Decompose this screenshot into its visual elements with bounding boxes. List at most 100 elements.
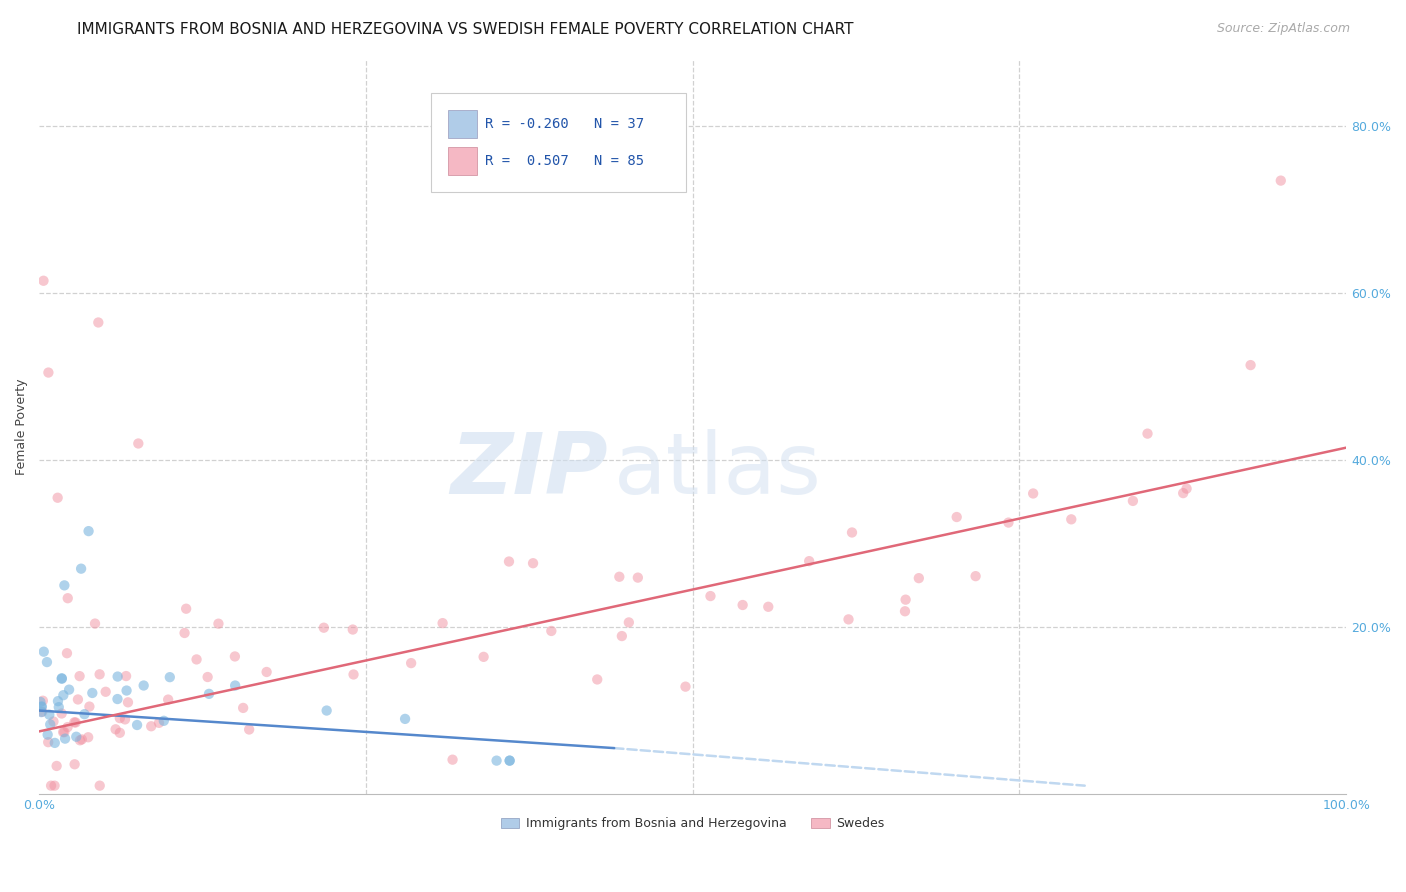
Point — [31, 700, 53, 714]
Point — [70, 732, 93, 747]
Point — [63, 715, 86, 730]
Text: atlas: atlas — [614, 429, 823, 512]
Point — [44, 736, 66, 750]
FancyBboxPatch shape — [449, 147, 477, 175]
Point — [53, 731, 76, 746]
Text: Source: ZipAtlas.com: Source: ZipAtlas.com — [1216, 22, 1350, 36]
Point — [207, 616, 229, 631]
Point — [46, 491, 69, 505]
Point — [39, 717, 62, 731]
Point — [945, 510, 967, 524]
Point — [838, 612, 860, 626]
Point — [799, 554, 821, 568]
Point — [441, 753, 464, 767]
Point — [1173, 486, 1195, 500]
Point — [32, 274, 55, 288]
Point — [51, 672, 73, 686]
Point — [174, 601, 197, 615]
Point — [84, 616, 107, 631]
Point — [51, 706, 73, 721]
Point — [52, 688, 75, 702]
Point — [997, 516, 1019, 530]
Point — [48, 700, 70, 714]
Point — [125, 718, 148, 732]
Point — [107, 669, 129, 683]
Point — [610, 629, 633, 643]
FancyBboxPatch shape — [449, 111, 477, 138]
Point — [117, 695, 139, 709]
Point — [79, 699, 101, 714]
Point — [56, 591, 79, 606]
Point — [42, 714, 65, 729]
Point — [37, 735, 59, 749]
Point — [31, 705, 53, 719]
Point — [104, 723, 127, 737]
Point — [894, 604, 917, 618]
Point — [65, 715, 87, 730]
Point — [46, 694, 69, 708]
Point — [115, 683, 138, 698]
Point — [65, 730, 87, 744]
Point — [498, 555, 520, 569]
Point — [617, 615, 640, 630]
Point — [70, 562, 93, 576]
Point — [965, 569, 987, 583]
Point — [232, 701, 254, 715]
Point — [115, 669, 138, 683]
Point — [238, 723, 260, 737]
Point — [498, 754, 520, 768]
Point — [141, 719, 163, 733]
Point — [256, 665, 278, 679]
Point — [607, 570, 630, 584]
Point — [908, 571, 931, 585]
Point — [77, 524, 100, 538]
Text: IMMIGRANTS FROM BOSNIA AND HERZEGOVINA VS SWEDISH FEMALE POVERTY CORRELATION CHA: IMMIGRANTS FROM BOSNIA AND HERZEGOVINA V… — [77, 22, 853, 37]
Point — [186, 652, 208, 666]
Point — [472, 649, 495, 664]
Point — [841, 525, 863, 540]
Point — [69, 669, 91, 683]
Point — [38, 707, 60, 722]
Point — [224, 649, 246, 664]
Point — [44, 779, 66, 793]
Point — [399, 656, 422, 670]
Point — [63, 757, 86, 772]
Point — [1239, 358, 1261, 372]
Point — [87, 316, 110, 330]
Point — [56, 720, 79, 734]
Point — [73, 707, 96, 722]
Point — [37, 728, 59, 742]
Point — [58, 682, 80, 697]
Point — [52, 725, 75, 739]
Point — [32, 645, 55, 659]
Point — [522, 556, 544, 570]
Point — [35, 655, 58, 669]
Point — [315, 704, 337, 718]
Point — [675, 680, 697, 694]
Point — [30, 695, 52, 709]
Point — [108, 711, 131, 725]
Point — [485, 754, 508, 768]
Point — [894, 592, 917, 607]
FancyBboxPatch shape — [432, 93, 686, 192]
Point — [586, 673, 609, 687]
Point — [148, 715, 170, 730]
Point — [756, 599, 779, 614]
Text: R = -0.260   N = 37: R = -0.260 N = 37 — [485, 117, 644, 131]
Point — [39, 779, 62, 793]
Point — [56, 646, 79, 660]
Point — [731, 598, 754, 612]
Legend: Immigrants from Bosnia and Herzegovina, Swedes: Immigrants from Bosnia and Herzegovina, … — [496, 813, 890, 836]
Point — [699, 589, 721, 603]
Point — [127, 436, 149, 450]
Y-axis label: Female Poverty: Female Poverty — [15, 378, 28, 475]
Point — [107, 692, 129, 706]
Point — [31, 694, 53, 708]
Point — [342, 667, 364, 681]
Point — [1175, 482, 1198, 496]
Point — [312, 621, 335, 635]
Point — [157, 692, 180, 706]
Point — [432, 616, 454, 631]
Point — [51, 671, 73, 685]
Point — [89, 667, 111, 681]
